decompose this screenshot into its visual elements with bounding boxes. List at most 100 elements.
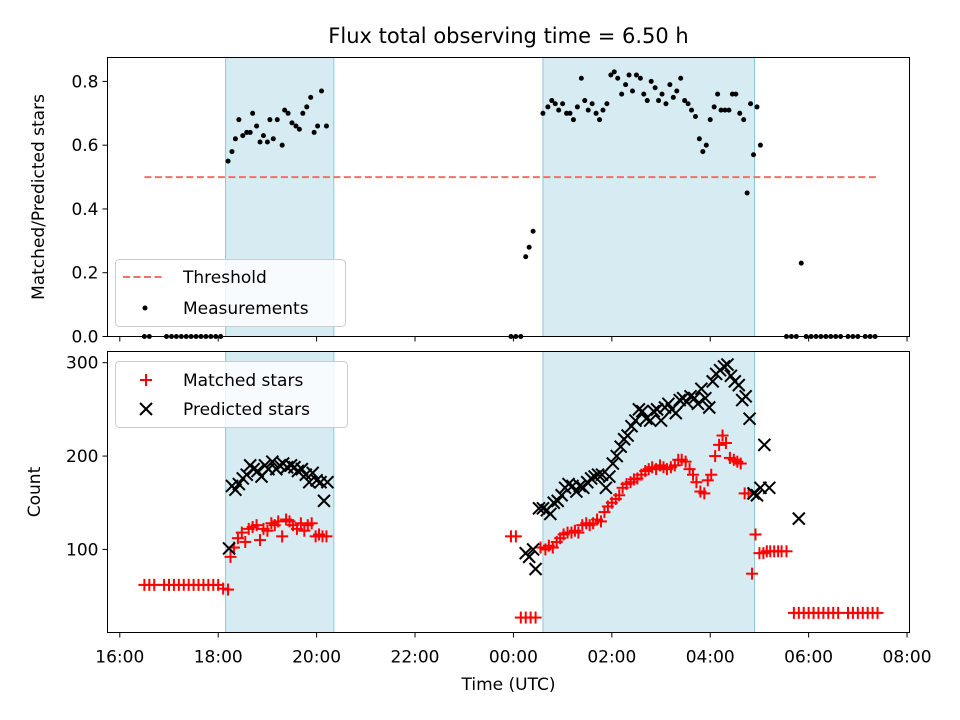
measurement-point	[593, 110, 599, 116]
matched-star-point	[679, 455, 692, 468]
matched-star-point	[235, 526, 248, 539]
measurement-point	[600, 107, 606, 113]
matched-star-point	[572, 526, 585, 539]
matched-star-point	[272, 515, 285, 528]
measurements-legend-swatch	[142, 305, 148, 311]
matched-star-point	[734, 457, 747, 470]
measurement-point	[692, 113, 698, 119]
measurement-point	[611, 69, 617, 75]
measurement-point	[608, 72, 614, 78]
matched-star-point	[698, 487, 711, 500]
predicted-star-point	[305, 466, 320, 480]
measurement-point	[689, 107, 695, 113]
measurement-point	[300, 110, 306, 116]
matched-star-point	[749, 528, 762, 541]
matched-star-point	[613, 489, 626, 502]
measurement-point	[626, 72, 632, 78]
bottom-y-tick-label: 100	[66, 540, 98, 560]
bottom-y-tick-label: 300	[66, 354, 98, 374]
predicted-star-point	[573, 479, 587, 493]
predicted-star-point	[717, 359, 731, 374]
measurement-point	[282, 107, 288, 113]
measurement-point	[285, 110, 291, 116]
predicted-star-point	[694, 382, 709, 396]
bottom-y-ticks: 100 200 300	[66, 354, 108, 560]
measurement-point	[633, 72, 639, 78]
measurement-point	[696, 136, 702, 142]
matched-star-point	[709, 450, 722, 463]
bottom-y-axis-label: Count	[25, 466, 45, 517]
top-plot-frame	[107, 57, 910, 337]
measurement-point	[648, 78, 654, 84]
measurement-point	[289, 120, 295, 126]
measurement-point	[597, 117, 603, 123]
threshold-legend-label: Threshold	[182, 268, 267, 288]
predicted-star-point	[620, 428, 635, 443]
x-tick-label: 04:00	[686, 648, 735, 668]
measurement-point	[656, 98, 662, 104]
predicted-star-point	[536, 501, 550, 516]
measurement-point	[270, 136, 276, 142]
measurement-point	[315, 123, 321, 129]
measurement-point	[729, 91, 735, 97]
predicted-star-point	[309, 473, 324, 488]
matched-legend-swatch	[140, 374, 152, 386]
measurement-point	[267, 117, 273, 123]
matched-star-point	[250, 519, 263, 532]
predicted-star-point	[724, 369, 738, 383]
matched-star-point	[261, 524, 274, 537]
measurements-legend-label: Measurements	[183, 299, 309, 319]
predicted-star-point	[757, 438, 772, 452]
x-tick-label: 16:00	[95, 648, 144, 668]
measurement-point	[623, 82, 629, 88]
measurement-point	[274, 117, 280, 123]
matched-star-point	[529, 611, 542, 624]
measurement-point	[685, 101, 691, 107]
predicted-star-point	[669, 406, 683, 420]
top-panel: 0.00.20.40.60.8 Matched/Predicted stars …	[29, 57, 910, 348]
measurement-point	[254, 123, 260, 129]
measurement-point	[229, 149, 235, 155]
measurement-point	[296, 126, 302, 132]
measurement-point	[257, 139, 263, 145]
predicted-star-point	[610, 449, 624, 463]
predicted-star-point	[265, 454, 280, 469]
predicted-star-point	[232, 477, 246, 491]
measurement-point	[703, 142, 709, 148]
measurement-point	[619, 91, 625, 97]
measurement-point	[564, 110, 570, 116]
predicted-star-point	[679, 395, 694, 409]
predicted-star-point	[628, 413, 643, 428]
measurement-point	[667, 82, 673, 88]
measurement-points	[141, 69, 878, 339]
matched-star-point	[687, 468, 700, 481]
measurement-point	[674, 88, 680, 94]
predicted-star-point	[554, 488, 569, 502]
measurement-point	[629, 88, 635, 94]
predicted-star-point	[624, 419, 639, 433]
measurement-point	[757, 142, 763, 148]
predicted-star-point	[222, 541, 236, 556]
measurement-point	[733, 91, 739, 97]
measurement-point	[744, 190, 750, 196]
predicted-star-point	[654, 413, 668, 428]
top-y-tick-label: 0.8	[71, 72, 98, 92]
predicted-star-point	[522, 550, 536, 564]
predicted-star-point	[698, 391, 713, 405]
measurement-point	[556, 107, 562, 113]
measurement-point	[240, 133, 246, 139]
measurement-point	[264, 139, 270, 145]
measurement-point	[250, 110, 256, 116]
x-tick-label: 20:00	[292, 648, 341, 668]
predicted-star-point	[650, 402, 664, 417]
matched-star-point	[509, 530, 522, 543]
measurement-point	[567, 110, 573, 116]
predicted-star-point	[606, 456, 620, 471]
top-x-ticks	[119, 336, 908, 342]
top-legend: Threshold Measurements	[115, 259, 346, 327]
predicted-star-point	[532, 501, 546, 516]
matched-star-point	[595, 515, 608, 528]
bottom-x-ticks: 16:00 18:00 20:00 22:00 00:00 02:00 04:00 06:00…	[95, 632, 932, 668]
predicted-star-point	[635, 404, 650, 418]
